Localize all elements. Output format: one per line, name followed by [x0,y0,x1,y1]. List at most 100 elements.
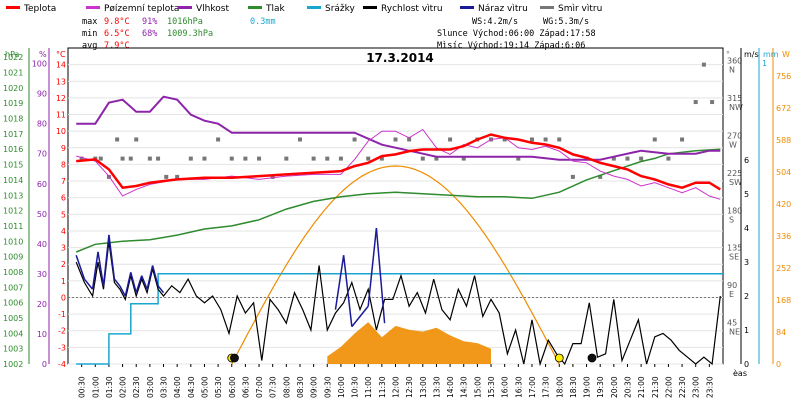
wind-gust-segment [351,305,369,328]
wind-direction-point [543,137,548,142]
legend: Teplota Pøízemní teplota Vlhkost Tlak Srážky… [6,4,602,14]
wind-direction-point [188,156,193,161]
degc-tick: 1 [61,277,66,286]
deg-dir-tick: NW [729,103,743,112]
wind-gust-segment [342,255,353,327]
deg-dir-tick: N [729,66,735,75]
moon-marker [587,353,597,363]
pct-tick: 70 [37,150,47,159]
x-tick: 04:00 [173,376,182,398]
wind-direction-point [379,156,384,161]
deg-dir-tick: SE [729,253,739,262]
pct-tick: 10 [37,330,47,339]
deg-tick: 90 [727,281,737,290]
w-tick: 336 [776,232,791,241]
hpa-tick: 1020 [3,84,23,93]
wind-direction-point [229,156,234,161]
stat-sun: Slunce Východ:06:00 Západ:17:58 [437,29,596,39]
series-wind-speed [75,241,721,367]
wind-direction-point [680,137,685,142]
stat-max-h: 91% [142,17,157,27]
wind-direction-point [325,156,330,161]
series-pressure [75,148,721,253]
wind-direction-point [448,137,453,142]
stats: max 9.8°C 91% 1016hPa 0.3mm min 6.5°C 68… [82,17,596,51]
degc-tick: 0 [61,293,66,302]
deg-tick: 360 [727,57,742,66]
hpa-tick: 1009 [3,253,23,262]
stat-min-p: 1009.3hPa [167,29,213,39]
legend-label: Teplota [23,4,56,14]
stat-max-p: 1016hPa [167,17,203,27]
ms-tick: 2 [744,292,749,301]
axis-title-w: W [782,50,790,59]
degc-tick: 5 [61,210,66,219]
hpa-tick: 1022 [3,53,23,62]
wind-gust-segment [102,234,110,286]
wind-direction-point [598,174,603,179]
x-tick: 08:00 [282,376,291,398]
legend-swatch [6,6,20,9]
wind-gust-segment [113,278,121,287]
wind-gust-segment [135,275,143,293]
degc-tick: 7 [61,177,66,186]
w-tick: 84 [776,328,786,337]
deg-dir-tick: E [729,290,734,299]
x-tick: 12:30 [405,376,414,398]
wind-gust-segment [146,265,154,290]
wind-direction-point [79,156,84,161]
degc-tick: -2 [58,327,66,336]
x-tick: 09:30 [323,376,332,398]
x-tick: 12:00 [392,376,401,398]
stat-max-t: 9.8°C [104,17,130,27]
wind-gust-segment [130,272,137,293]
wind-direction-point [175,174,180,179]
stat-moon: Mìsíc Východ:19:14 Západ:6:06 [437,41,585,51]
hpa-tick: 1011 [3,222,23,231]
axis-title-pct: % [39,50,47,59]
wind-direction-point [461,156,466,161]
legend-swatch [307,6,321,9]
w-tick: 0 [776,360,781,369]
pct-tick: 60 [37,180,47,189]
wind-direction-point [156,156,161,161]
w-tick: 420 [776,200,791,209]
w-tick: 756 [776,72,791,81]
wind-direction-point [693,100,698,105]
hpa-tick: 1003 [3,345,23,354]
wind-direction-point [666,156,671,161]
stat-min-label: min [82,29,97,39]
legend-label: Rychlost vìtru [381,4,443,14]
wind-direction-point [147,156,152,161]
x-tick: 10:30 [351,376,360,398]
x-tick: 07:00 [255,376,264,398]
pct-tick: 0 [42,360,47,369]
degc-tick: 6 [61,194,66,203]
wind-direction-point [98,156,103,161]
legend-swatch [248,6,262,9]
legend-label: Náraz vìtru [478,4,528,14]
degc-tick: -3 [58,343,66,352]
wind-direction-point [366,156,371,161]
degc-tick: 9 [61,144,66,153]
wind-direction-point [652,137,657,142]
wind-direction-point [701,62,706,67]
x-tick: 22:00 [664,376,673,398]
hpa-tick: 1021 [3,69,23,78]
legend-swatch [86,6,100,9]
x-tick: 08:30 [296,376,305,398]
wind-direction-point [115,137,120,142]
x-tick: 14:00 [446,376,455,398]
wind-direction-point [393,137,398,142]
degc-tick: 10 [56,127,66,136]
degc-tick: 4 [61,227,66,236]
hpa-tick: 1004 [3,329,23,338]
x-tick: 19:00 [583,376,592,398]
x-tick: 16:00 [501,376,510,398]
grid [68,64,723,365]
x-tick: 17:30 [542,376,551,398]
wind-direction-point [202,156,207,161]
w-tick: 672 [776,104,791,113]
x-tick: 05:30 [214,376,223,398]
